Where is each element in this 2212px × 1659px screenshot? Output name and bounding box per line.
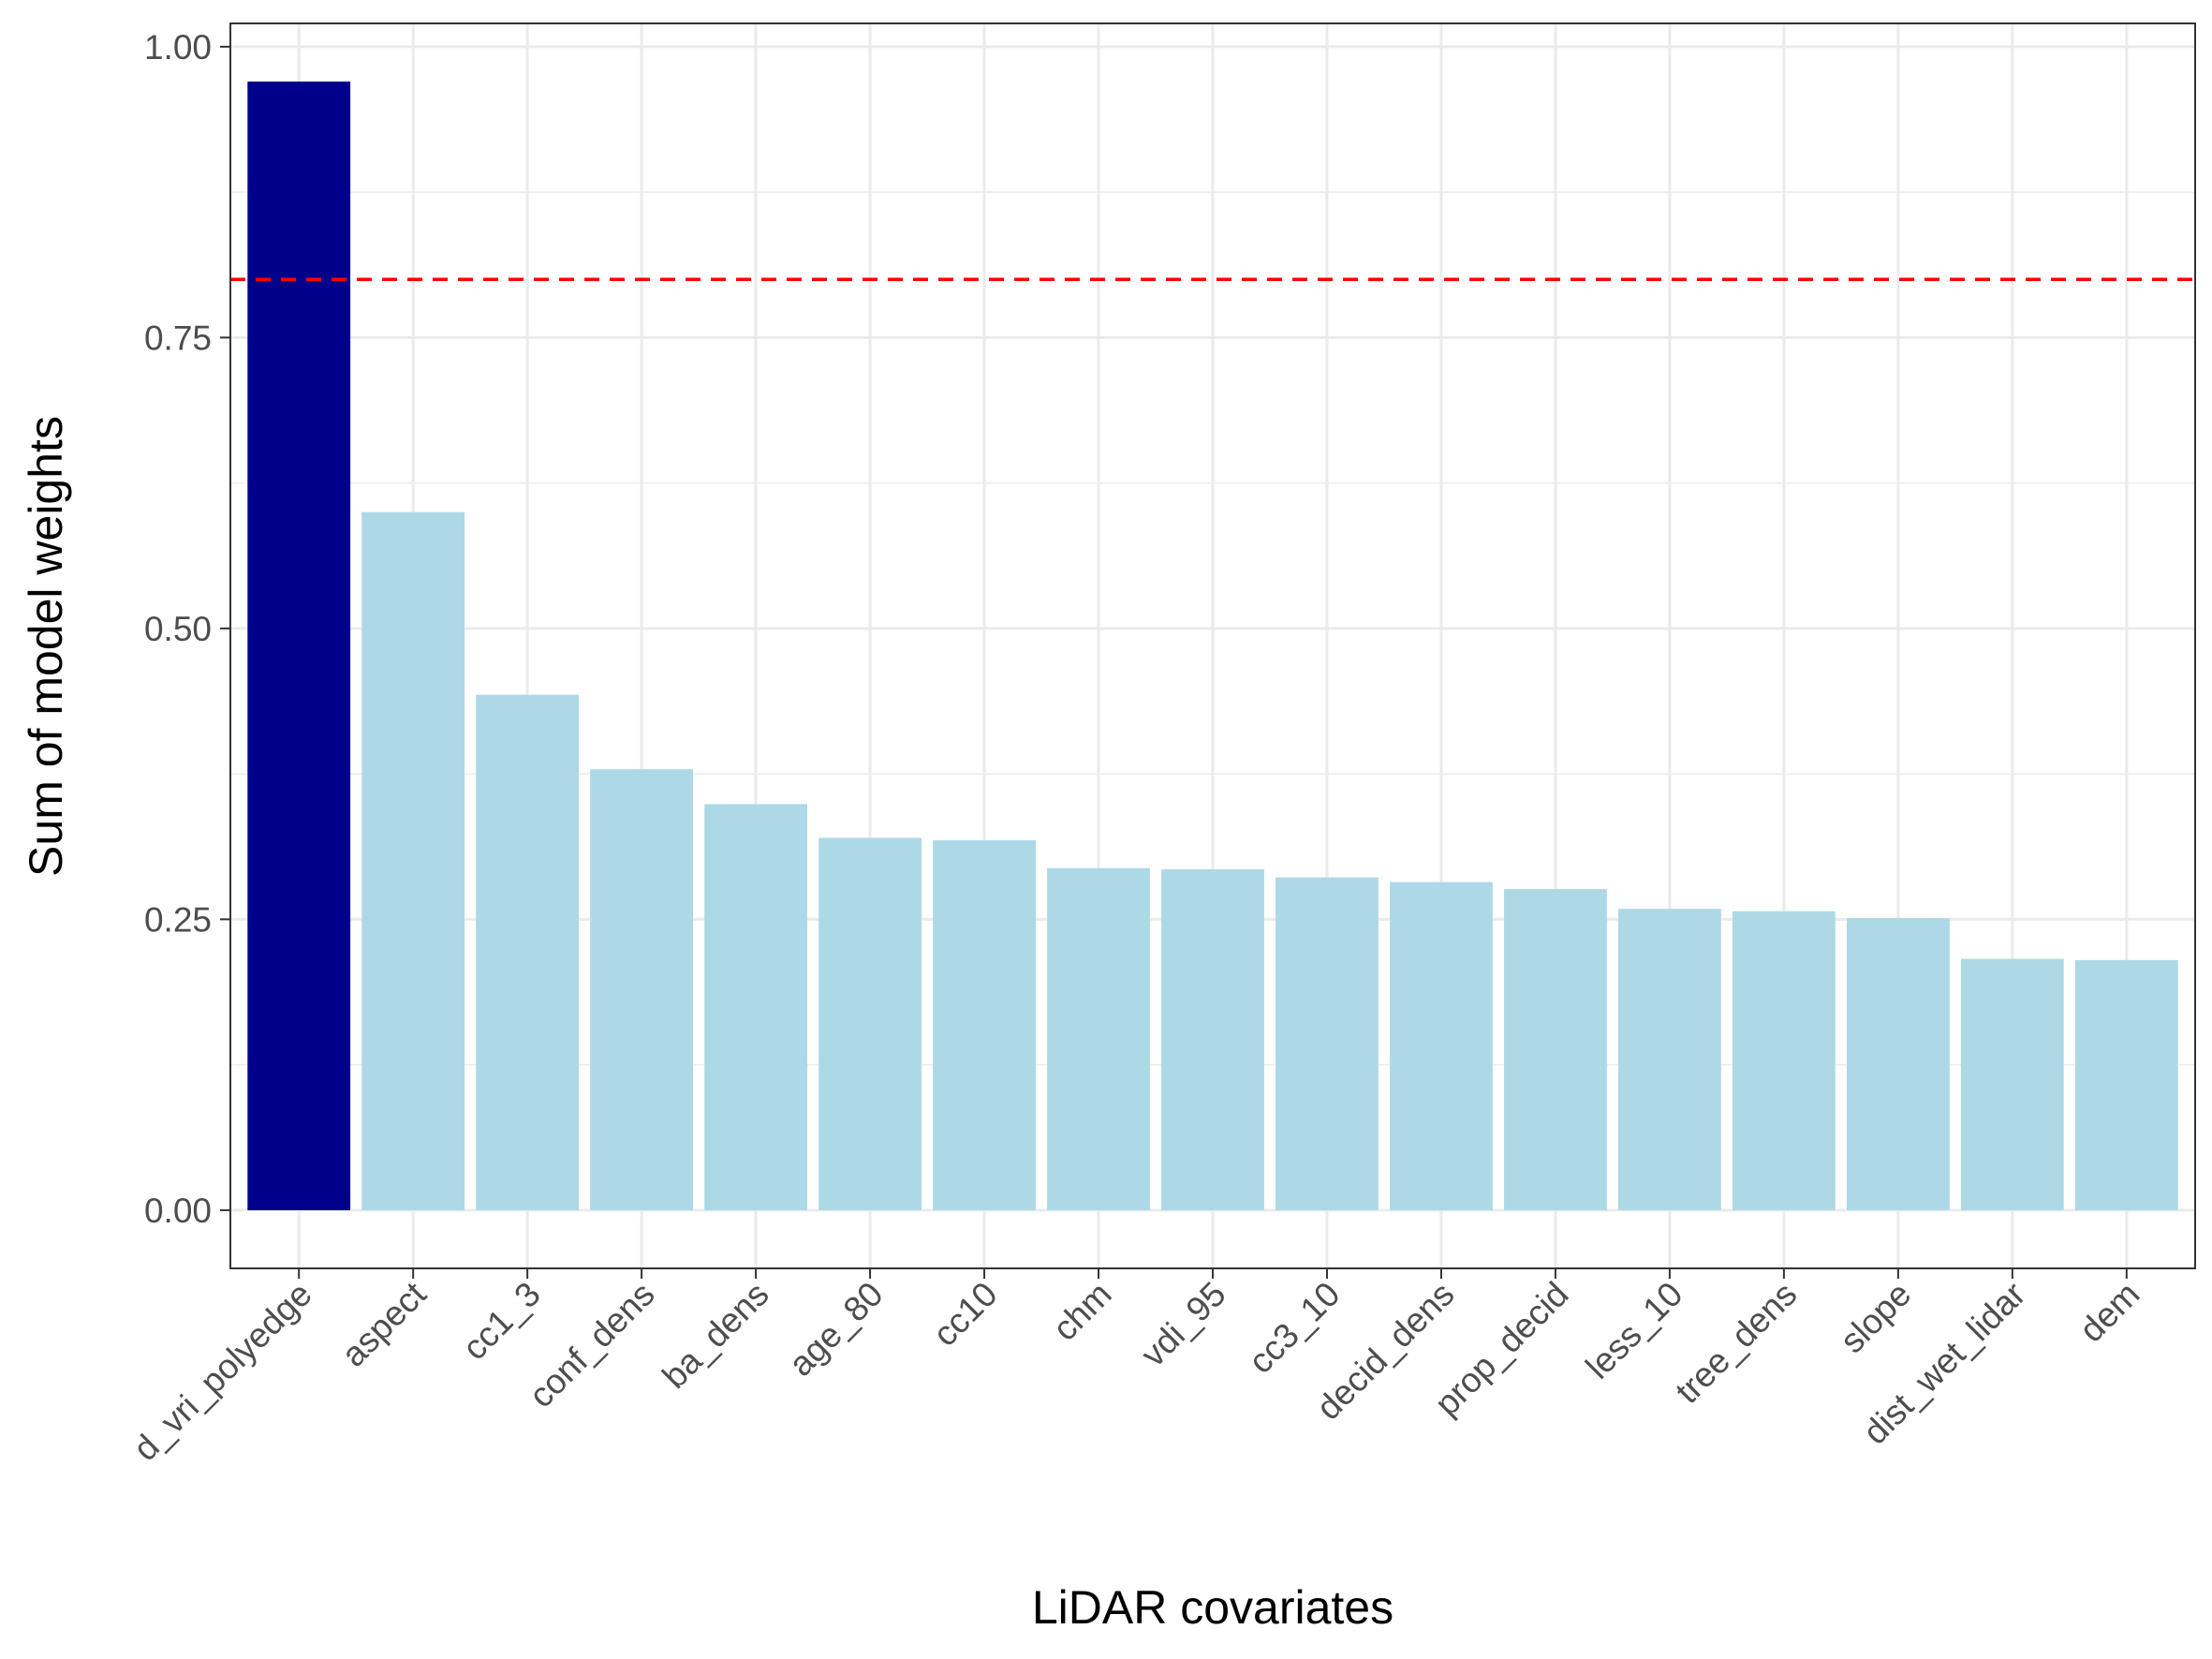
x-tick-label: vdi_95	[1134, 1275, 1233, 1374]
bar-conf_dens	[590, 769, 694, 1210]
bar-prop_decid	[1504, 889, 1607, 1210]
bars	[247, 81, 2178, 1210]
x-tick-label: cc1_3	[455, 1275, 548, 1368]
x-tick-label: aspect	[334, 1274, 435, 1374]
x-tick-label: dem	[2072, 1275, 2147, 1350]
x-axis-title: LiDAR covariates	[1032, 1581, 1394, 1634]
x-tick-label: age_80	[781, 1275, 890, 1384]
bar-chm	[1047, 867, 1150, 1210]
bar-slope	[1846, 918, 1950, 1210]
y-tick-label: 0.50	[144, 610, 212, 648]
bar-aspect	[361, 511, 465, 1210]
x-axis: d_vri_polyedge aspect cc1_3conf_densba_den…	[125, 1268, 2146, 1468]
bar-ba_dens	[704, 804, 807, 1210]
bar-tree_dens	[1732, 911, 1836, 1210]
x-tick-label: tree_dens	[1668, 1275, 1804, 1411]
bar-cc10	[933, 839, 1036, 1210]
x-tick-label: less_10	[1578, 1275, 1689, 1386]
x-tick-label: conf_dens	[522, 1275, 662, 1415]
bar-age_80	[818, 837, 922, 1210]
x-tick-label: d_vri_polyedge	[125, 1275, 318, 1468]
x-tick-label: chm	[1045, 1275, 1118, 1348]
bar-cc1_3	[476, 694, 580, 1210]
bar-d_vri_polyedge	[247, 81, 351, 1210]
bar-vdi_95	[1161, 868, 1264, 1210]
bar-decid_dens	[1390, 881, 1493, 1210]
y-tick-label: 0.75	[144, 318, 212, 357]
bar-dem	[2074, 959, 2178, 1210]
bar-cc3_10	[1276, 877, 1379, 1210]
y-tick-label: 0.00	[144, 1192, 212, 1230]
y-tick-label: 0.25	[144, 900, 212, 939]
y-axis: 0.00 0.25 0.50 0.75 1.00	[144, 28, 230, 1230]
bar-less_10	[1618, 909, 1721, 1210]
bar-dist_wet_lidar	[1960, 958, 2064, 1210]
x-tick-label: ba_dens	[655, 1275, 775, 1396]
x-tick-label: cc3_10	[1241, 1275, 1347, 1381]
y-tick-label: 1.00	[144, 28, 212, 67]
x-tick-label: cc10	[925, 1275, 1004, 1354]
y-axis-title: Sum of model weights	[20, 416, 72, 877]
x-tick-label: slope	[1833, 1275, 1919, 1361]
